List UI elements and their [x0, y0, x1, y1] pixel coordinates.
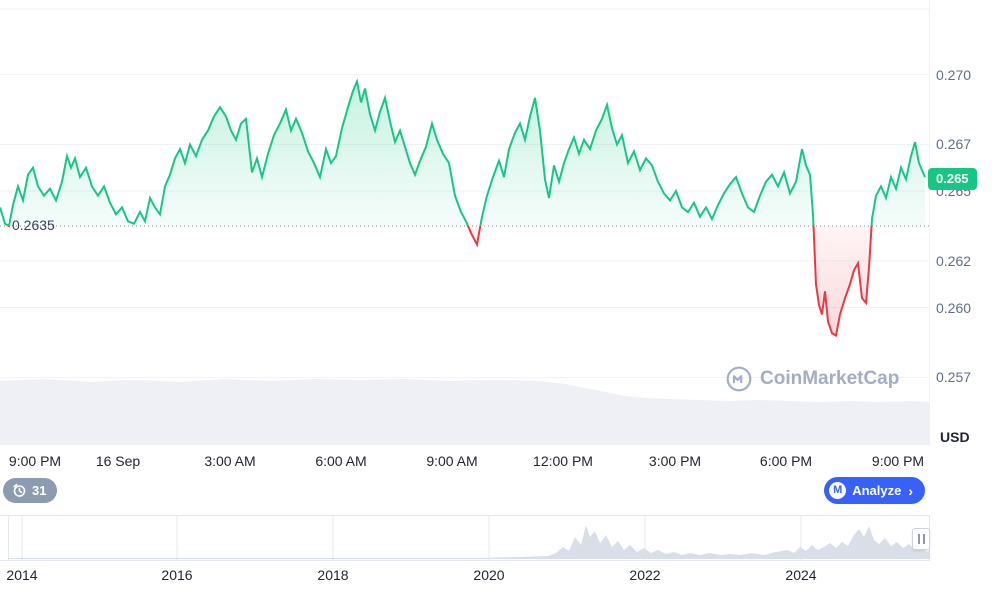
x-axis-label: 6:00 AM: [315, 453, 367, 469]
usd-unit-label: USD: [940, 429, 970, 445]
baseline-price-label: 0.2635: [12, 217, 55, 233]
year-axis-label: 2014: [6, 567, 38, 583]
handle-bar: [922, 534, 925, 544]
year-axis-label: 2018: [317, 567, 349, 583]
x-axis-labels: 9:00 PM 16 Sep 3:00 AM 6:00 AM 9:00 AM 12:00 …: [0, 453, 930, 473]
x-axis-label: 9:00 AM: [426, 453, 478, 469]
price-chart-svg[interactable]: [0, 0, 997, 445]
x-axis-label: 9:00 PM: [8, 453, 62, 469]
area-below-baseline: [0, 226, 925, 336]
x-axis-label: 12:00 PM: [533, 453, 593, 469]
handle-bar: [917, 534, 920, 544]
year-axis-labels: 2014 2016 2018 2020 2022 2024: [0, 567, 930, 585]
area-above-baseline: [0, 81, 925, 226]
coinmarketcap-watermark: CoinMarketCap: [726, 366, 899, 392]
minimap-svg[interactable]: [0, 515, 930, 561]
y-axis-label: 0.267: [936, 136, 972, 152]
x-axis-label: 6:00 PM: [759, 453, 813, 469]
price-line-green: [0, 78, 926, 226]
y-axis-label: 0.270: [936, 67, 972, 83]
watermark-text: CoinMarketCap: [760, 368, 900, 389]
chevron-right-icon: ›: [908, 482, 913, 499]
year-axis-label: 2016: [161, 567, 193, 583]
year-axis-label: 2020: [473, 567, 505, 583]
price-line-red: [6, 226, 873, 338]
minimap-sparkline: [8, 525, 930, 559]
analyze-label: Analyze: [852, 483, 902, 498]
y-axis-label: 0.262: [936, 253, 972, 269]
analyze-button[interactable]: M Analyze ›: [824, 477, 925, 504]
x-axis-label: 3:00 PM: [648, 453, 702, 469]
x-axis-label: 3:00 AM: [204, 453, 256, 469]
year-axis-label: 2022: [629, 567, 661, 583]
countdown-value: 31: [32, 483, 47, 498]
volume-silhouette: [0, 379, 930, 445]
coinmarketcap-logo-icon: [726, 366, 752, 392]
x-axis-label: 9:00 PM: [871, 453, 925, 469]
y-axis-labels: 0.270 0.267 0.265 0.262 0.260 0.257: [936, 0, 997, 445]
analyze-logo-icon: M: [829, 482, 847, 499]
countdown-badge: 31: [3, 478, 58, 503]
x-axis-label: 16 Sep: [95, 453, 141, 469]
range-handle[interactable]: [912, 528, 930, 550]
y-axis-label: 0.260: [936, 300, 972, 316]
timeline-minimap[interactable]: [0, 515, 930, 561]
y-axis-label: 0.257: [936, 369, 972, 385]
clock-icon: [12, 483, 27, 498]
year-axis-label: 2024: [785, 567, 817, 583]
current-price-badge: 0.265: [928, 168, 977, 190]
